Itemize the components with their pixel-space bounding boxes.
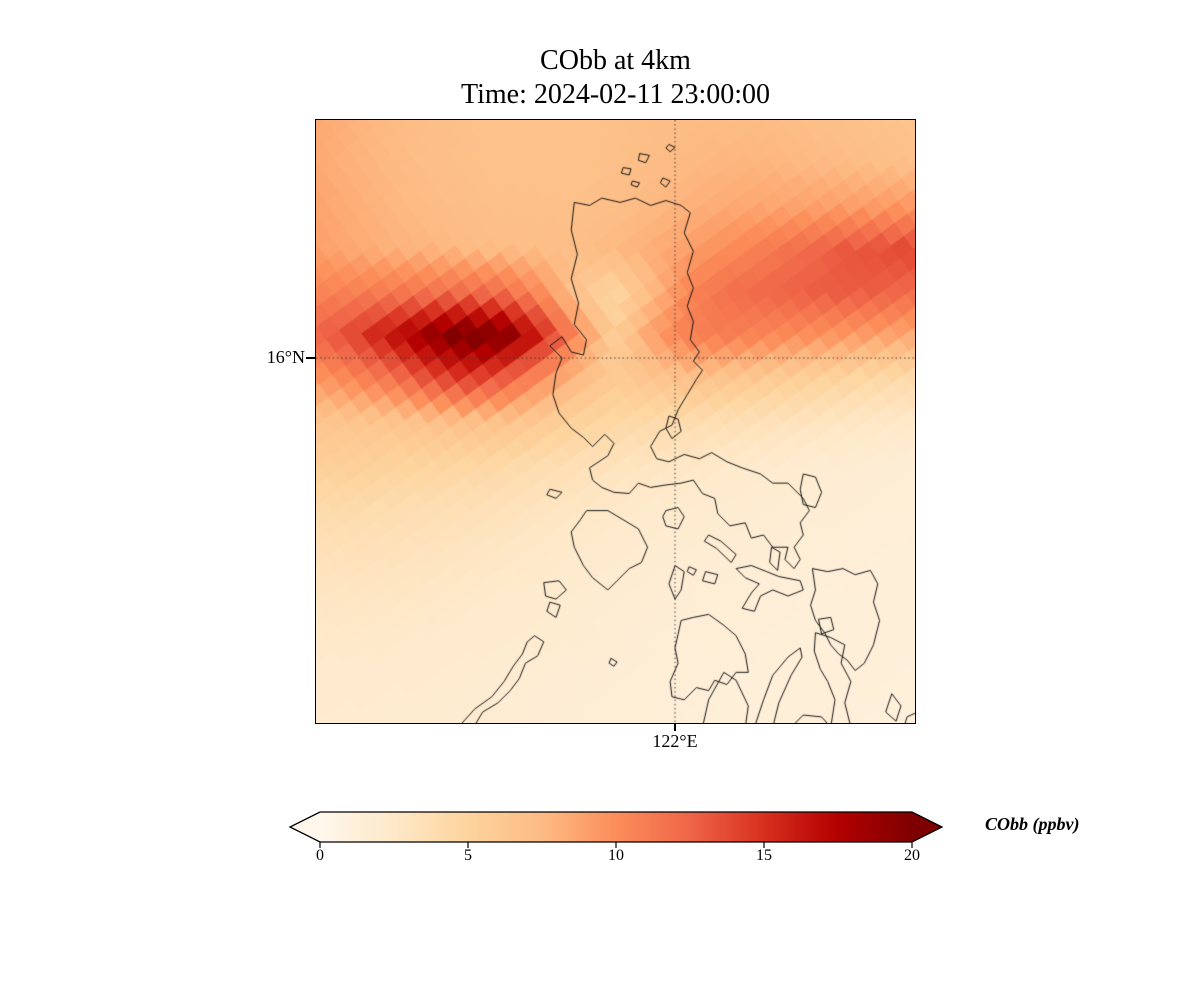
colorbar-tick-label: 20 — [904, 847, 920, 864]
x-axis-tick-mark — [674, 723, 676, 731]
colorbar-tick-marks — [319, 842, 913, 848]
map-plot-area — [315, 119, 916, 724]
y-axis-tick-label: 16°N — [266, 347, 305, 367]
colorbar — [288, 811, 944, 848]
colorbar-tick-label: 0 — [316, 847, 324, 864]
colorbar-gradient-bar — [320, 812, 912, 842]
colorbar-tick-label: 15 — [756, 847, 772, 864]
plot-title-line2: Time: 2024-02-11 23:00:00 — [460, 79, 771, 110]
y-axis-tick-mark — [306, 357, 315, 359]
x-axis-tick-label: 122°E — [652, 731, 698, 751]
colorbar-label: CObb (ppbv) — [985, 814, 1080, 834]
plot-title-line1: CObb at 4km — [540, 45, 691, 76]
colorbar-right-arrow — [912, 812, 942, 842]
colorbar-left-arrow — [290, 812, 320, 842]
plot-title: CObb at 4km Time: 2024-02-11 23:00:00 — [315, 44, 916, 112]
heatmap-canvas — [316, 120, 915, 723]
colorbar-tick-labels: 0 5 10 15 20 — [285, 847, 947, 869]
colorbar-tick-label: 5 — [464, 847, 472, 864]
colorbar-tick-label: 10 — [608, 847, 624, 864]
